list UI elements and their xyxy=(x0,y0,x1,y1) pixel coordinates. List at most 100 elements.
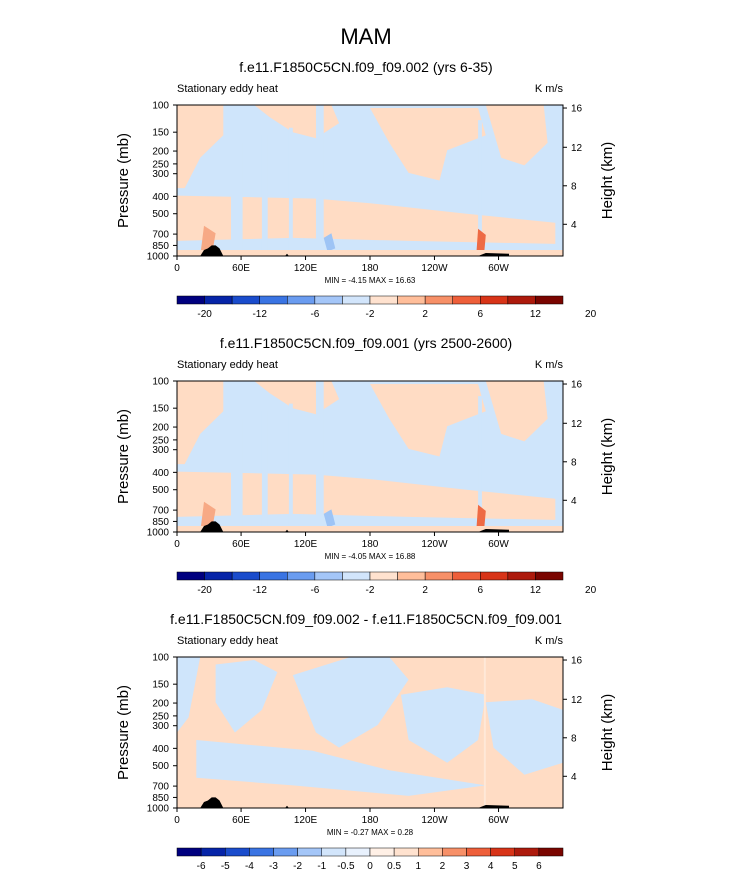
colorbar-swatch xyxy=(452,295,481,305)
colorbar-swatch xyxy=(535,571,564,581)
ytick-right-label: 8 xyxy=(571,733,577,744)
ytick-right-label: 8 xyxy=(571,457,577,468)
ytick-right-label: 12 xyxy=(571,419,583,430)
colorbar-swatch xyxy=(176,571,205,581)
ylabel-pressure: Pressure (mb) xyxy=(115,409,132,504)
ytick-right-label: 16 xyxy=(571,104,583,115)
colorbar-swatch xyxy=(452,571,481,581)
colorbar-label: 20 xyxy=(585,585,597,596)
xtick-label: 180 xyxy=(362,815,379,826)
ytick-label: 400 xyxy=(152,192,169,203)
colorbar-label: 3 xyxy=(464,861,470,872)
colorbar-label: 6 xyxy=(478,309,484,320)
colorbar-label: 2 xyxy=(422,585,428,596)
ylabel-height: Height (km) xyxy=(599,142,616,220)
colorbar-swatch xyxy=(490,847,516,857)
colorbar-label: -6 xyxy=(310,309,319,320)
colorbar-label: -12 xyxy=(252,309,267,320)
xtick-label: 60E xyxy=(232,263,250,274)
colorbar-swatch xyxy=(231,571,260,581)
colorbar-swatch xyxy=(466,847,491,857)
colorbar-label: 5 xyxy=(512,861,518,872)
colorbar-label: 20 xyxy=(585,309,597,320)
panel-left-label: Stationary eddy heat xyxy=(177,359,278,371)
colorbar-swatch xyxy=(369,571,398,581)
panel-title: f.e11.F1850C5CN.f09_f09.002 (yrs 6-35) xyxy=(239,59,492,75)
panel-3: f.e11.F1850C5CN.f09_f09.002 - f.e11.F185… xyxy=(115,611,616,872)
panel-left-label: Stationary eddy heat xyxy=(177,635,278,647)
ylabel-height: Height (km) xyxy=(599,694,616,772)
colorbar-swatch xyxy=(369,847,395,857)
xtick-label: 60W xyxy=(488,539,509,550)
ytick-label: 300 xyxy=(152,169,169,180)
colorbar-swatch xyxy=(480,571,509,581)
colorbar-label: -20 xyxy=(197,309,212,320)
panel-title: f.e11.F1850C5CN.f09_f09.002 - f.e11.F185… xyxy=(170,611,562,627)
colorbar-swatch xyxy=(231,295,260,305)
colorbar-swatch xyxy=(249,847,274,857)
ytick-label: 1000 xyxy=(147,252,170,263)
colorbar-swatch xyxy=(200,847,226,857)
min-max-stats: MIN = -0.27 MAX = 0.28 xyxy=(327,828,414,837)
colorbar-swatch xyxy=(480,295,509,305)
colorbar-swatch xyxy=(418,847,443,857)
ytick-label: 200 xyxy=(152,147,169,158)
colorbar-label: 0.5 xyxy=(387,861,401,872)
ylabel-pressure: Pressure (mb) xyxy=(115,685,132,780)
xtick-label: 120W xyxy=(421,539,448,550)
ytick-right-label: 16 xyxy=(571,656,583,667)
colorbar-swatch xyxy=(369,295,398,305)
colorbar-label: -2 xyxy=(366,585,375,596)
ytick-right-label: 8 xyxy=(571,181,577,192)
colorbar-swatch xyxy=(345,847,371,857)
ytick-label: 100 xyxy=(152,101,169,112)
xtick-label: 120E xyxy=(294,539,318,550)
ytick-label: 700 xyxy=(152,230,169,241)
ytick-label: 250 xyxy=(152,435,169,446)
ytick-label: 250 xyxy=(152,159,169,170)
colorbar-label: -2 xyxy=(293,861,302,872)
colorbar-swatch xyxy=(176,847,202,857)
colorbar-label: -1 xyxy=(317,861,326,872)
xtick-label: 0 xyxy=(174,815,180,826)
colorbar: -20 -12 -6 -2 2 6 12 20 xyxy=(176,571,597,596)
ylabel-pressure: Pressure (mb) xyxy=(115,133,132,228)
ytick-label: 1000 xyxy=(147,804,170,815)
colorbar-swatch xyxy=(397,571,426,581)
ytick-right-label: 16 xyxy=(571,380,583,391)
colorbar-swatch xyxy=(259,295,288,305)
ytick-label: 150 xyxy=(152,404,169,415)
colorbar-label: -6 xyxy=(310,585,319,596)
xtick-label: 0 xyxy=(174,263,180,274)
ytick-label: 500 xyxy=(152,761,169,772)
colorbar-label: -12 xyxy=(252,585,267,596)
ytick-label: 200 xyxy=(152,699,169,710)
colorbar-label: 0 xyxy=(367,861,373,872)
ytick-right-label: 4 xyxy=(571,496,577,507)
ytick-label: 400 xyxy=(152,744,169,755)
colorbar-swatch xyxy=(287,295,316,305)
panel-title: f.e11.F1850C5CN.f09_f09.001 (yrs 2500-26… xyxy=(220,335,512,351)
ytick-label: 200 xyxy=(152,423,169,434)
ytick-label: 1000 xyxy=(147,528,170,539)
xtick-label: 120W xyxy=(421,263,448,274)
xtick-label: 60W xyxy=(488,263,509,274)
colorbar-label: 6 xyxy=(536,861,542,872)
colorbar-label: 4 xyxy=(488,861,494,872)
heatmap-field xyxy=(177,657,563,808)
ytick-label: 250 xyxy=(152,711,169,722)
colorbar-swatch xyxy=(538,847,564,857)
ytick-right-label: 12 xyxy=(571,695,583,706)
ytick-label: 300 xyxy=(152,721,169,732)
colorbar-swatch xyxy=(424,571,453,581)
panel-1: f.e11.F1850C5CN.f09_f09.002 (yrs 6-35) St… xyxy=(115,59,616,320)
colorbar-swatch xyxy=(397,295,426,305)
ylabel-height: Height (km) xyxy=(599,418,616,496)
colorbar-swatch xyxy=(204,295,233,305)
colorbar-label: 2 xyxy=(422,309,428,320)
ytick-label: 100 xyxy=(152,377,169,388)
panel-unit-label: K m/s xyxy=(535,83,564,95)
ytick-label: 100 xyxy=(152,653,169,664)
xtick-label: 120E xyxy=(294,263,318,274)
